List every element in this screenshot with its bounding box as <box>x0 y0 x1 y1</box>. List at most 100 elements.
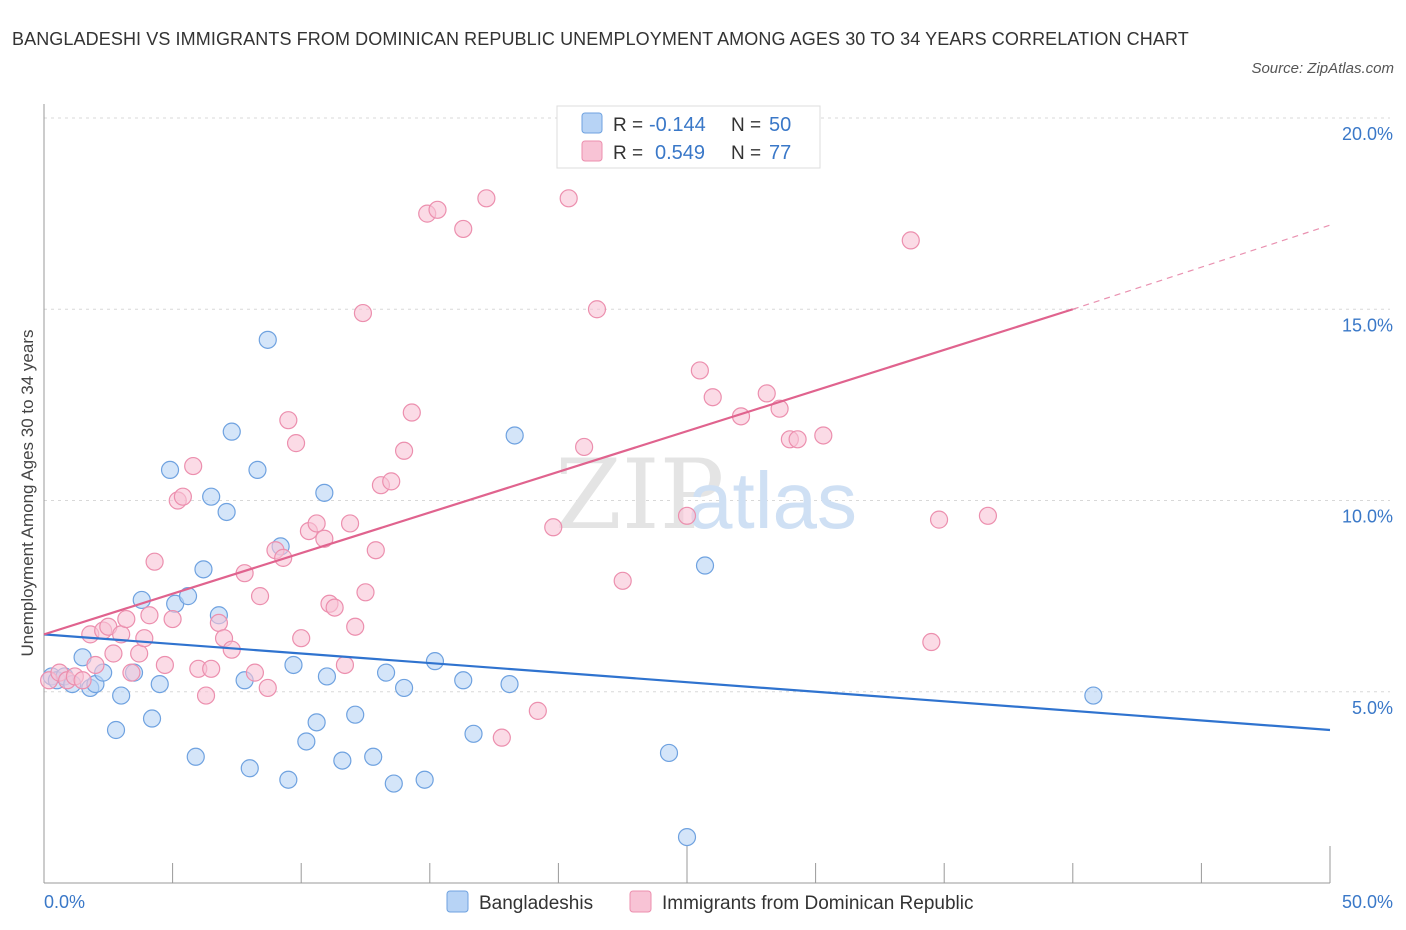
point-pink-71 <box>814 426 833 445</box>
point-pink-65 <box>703 388 722 407</box>
x-tick-labels: 0.0% 50.0% <box>44 892 1393 912</box>
point-pink-43 <box>340 514 360 533</box>
point-blue-22 <box>222 422 241 441</box>
point-blue-17 <box>186 747 205 766</box>
point-pink-61 <box>587 300 607 319</box>
point-pink-17 <box>155 655 174 675</box>
y-axis-label: Unemployment Among Ages 30 to 34 years <box>18 330 37 657</box>
point-pink-16 <box>145 552 164 571</box>
point-blue-48 <box>695 556 715 575</box>
stats-swatch-blue <box>581 112 603 134</box>
point-pink-51 <box>402 403 421 422</box>
stats-n-value-blue: 50 <box>769 114 791 136</box>
point-pink-24 <box>202 659 221 678</box>
point-blue-21 <box>217 502 236 522</box>
chart-title: BANGLADESHI VS IMMIGRANTS FROM DOMINICAN… <box>12 29 1189 49</box>
point-blue-33 <box>317 667 337 686</box>
point-pink-67 <box>757 384 776 403</box>
point-blue-26 <box>258 330 277 349</box>
point-blue-36 <box>364 747 383 766</box>
point-pink-11 <box>117 609 136 629</box>
source-credit: Source: ZipAtlas.com <box>1251 60 1394 77</box>
stats-n-label-blue: N = <box>731 115 761 136</box>
stats-n-label-pink: N = <box>731 143 761 164</box>
point-pink-62 <box>613 571 632 590</box>
point-pink-29 <box>245 663 265 682</box>
point-blue-14 <box>160 460 180 479</box>
series-dominican-points <box>40 189 998 747</box>
point-blue-38 <box>384 774 403 793</box>
point-pink-44 <box>346 617 365 636</box>
point-pink-54 <box>454 219 473 239</box>
trend-line-dominican-extension <box>1072 224 1331 310</box>
y-tick-label-0: 5.0% <box>1352 698 1393 718</box>
point-pink-55 <box>477 189 496 208</box>
trend-line-dominican <box>43 308 1074 636</box>
axes <box>43 104 1331 884</box>
point-blue-49 <box>1084 686 1103 705</box>
y-tick-label-1: 10.0% <box>1342 507 1393 527</box>
point-blue-32 <box>315 483 334 502</box>
point-pink-75 <box>978 506 998 525</box>
point-pink-31 <box>258 678 277 698</box>
point-blue-37 <box>376 663 396 682</box>
point-pink-39 <box>315 529 334 548</box>
point-blue-18 <box>194 560 213 579</box>
point-pink-20 <box>173 487 192 506</box>
legend-swatch-dominican <box>629 890 652 913</box>
trend-line-bangladeshis <box>43 633 1331 732</box>
point-pink-30 <box>250 587 270 606</box>
point-blue-41 <box>425 652 445 671</box>
point-blue-9 <box>112 686 131 705</box>
point-pink-59 <box>559 189 578 208</box>
point-pink-23 <box>196 686 216 705</box>
point-pink-15 <box>140 606 159 625</box>
point-pink-9 <box>104 644 123 663</box>
point-pink-63 <box>677 506 697 525</box>
stats-swatch-pink <box>581 140 603 162</box>
point-pink-21 <box>184 456 203 476</box>
point-blue-42 <box>454 671 473 690</box>
point-pink-58 <box>544 518 563 537</box>
y-tick-label-3: 20.0% <box>1342 124 1393 144</box>
point-pink-34 <box>279 411 298 430</box>
point-pink-64 <box>690 361 709 380</box>
point-pink-36 <box>292 629 311 648</box>
stats-legend: R = -0.144 N = 50 R = 0.549 N = 77 <box>556 105 821 169</box>
point-pink-50 <box>394 441 414 460</box>
point-pink-38 <box>307 514 326 533</box>
stats-n-value-pink: 77 <box>769 142 791 164</box>
point-blue-24 <box>240 759 259 778</box>
point-blue-34 <box>333 751 352 770</box>
point-pink-41 <box>325 598 344 617</box>
y-tick-label-2: 15.0% <box>1342 315 1393 335</box>
point-blue-25 <box>248 460 267 479</box>
point-pink-68 <box>770 399 789 418</box>
trend-lines <box>43 224 1331 732</box>
legend-label-bangladeshis: Bangladeshis <box>479 893 593 914</box>
point-pink-13 <box>130 644 149 663</box>
point-blue-46 <box>659 743 679 763</box>
point-blue-29 <box>284 655 303 675</box>
series-points <box>40 189 1103 847</box>
point-pink-18 <box>163 609 182 629</box>
point-pink-56 <box>492 728 511 747</box>
point-pink-45 <box>353 303 373 323</box>
point-pink-35 <box>286 434 306 453</box>
stats-r-value-blue: -0.144 <box>649 114 706 136</box>
point-blue-12 <box>142 709 162 728</box>
point-pink-73 <box>922 632 941 652</box>
point-blue-16 <box>178 587 198 606</box>
series-bangladeshis-points <box>42 330 1103 847</box>
point-blue-28 <box>279 770 298 789</box>
point-blue-45 <box>505 426 524 445</box>
point-blue-31 <box>307 713 326 732</box>
point-pink-74 <box>929 510 949 529</box>
point-blue-30 <box>297 732 316 751</box>
point-pink-60 <box>575 437 594 457</box>
legend-label-dominican: Immigrants from Dominican Republic <box>662 893 974 914</box>
point-pink-70 <box>788 430 807 449</box>
point-blue-8 <box>106 720 126 740</box>
point-blue-39 <box>394 678 414 698</box>
point-pink-6 <box>86 655 105 675</box>
